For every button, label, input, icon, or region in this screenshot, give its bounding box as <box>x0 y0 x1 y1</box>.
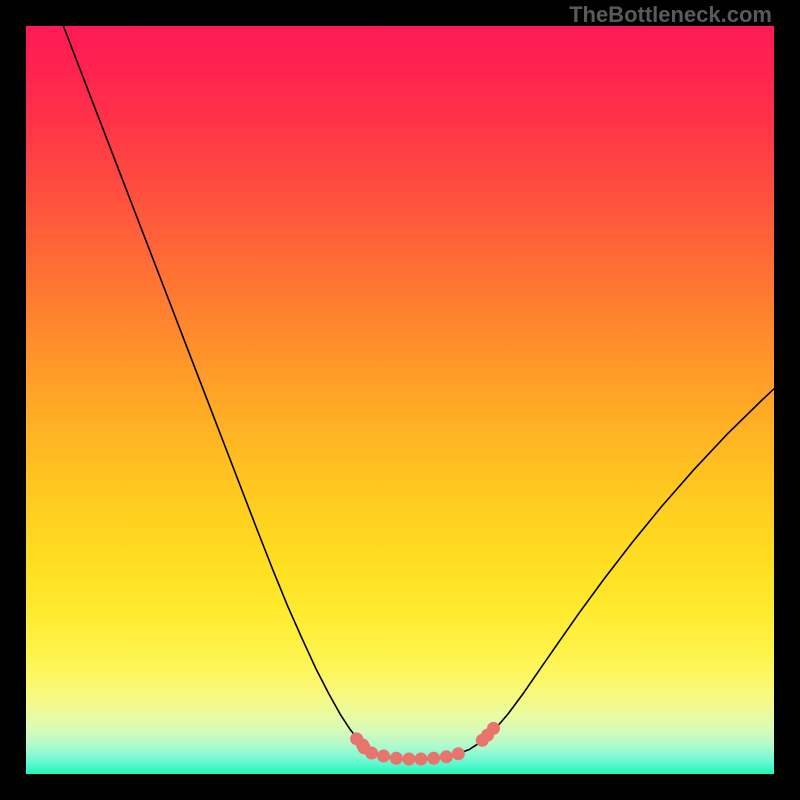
marker-dot <box>390 752 403 765</box>
plot-area <box>26 26 774 774</box>
marker-dot <box>452 747 465 760</box>
bottom-markers <box>350 722 500 766</box>
marker-dot <box>427 752 440 765</box>
marker-dot <box>487 722 500 735</box>
chart-frame: TheBottleneck.com <box>0 0 800 800</box>
watermark-text: TheBottleneck.com <box>569 2 772 28</box>
marker-dot <box>365 747 378 760</box>
curve-layer <box>26 26 774 774</box>
bottleneck-curve <box>63 26 774 760</box>
marker-dot <box>414 753 427 766</box>
marker-dot <box>440 750 453 763</box>
marker-dot <box>377 750 390 763</box>
marker-dot <box>402 753 415 766</box>
